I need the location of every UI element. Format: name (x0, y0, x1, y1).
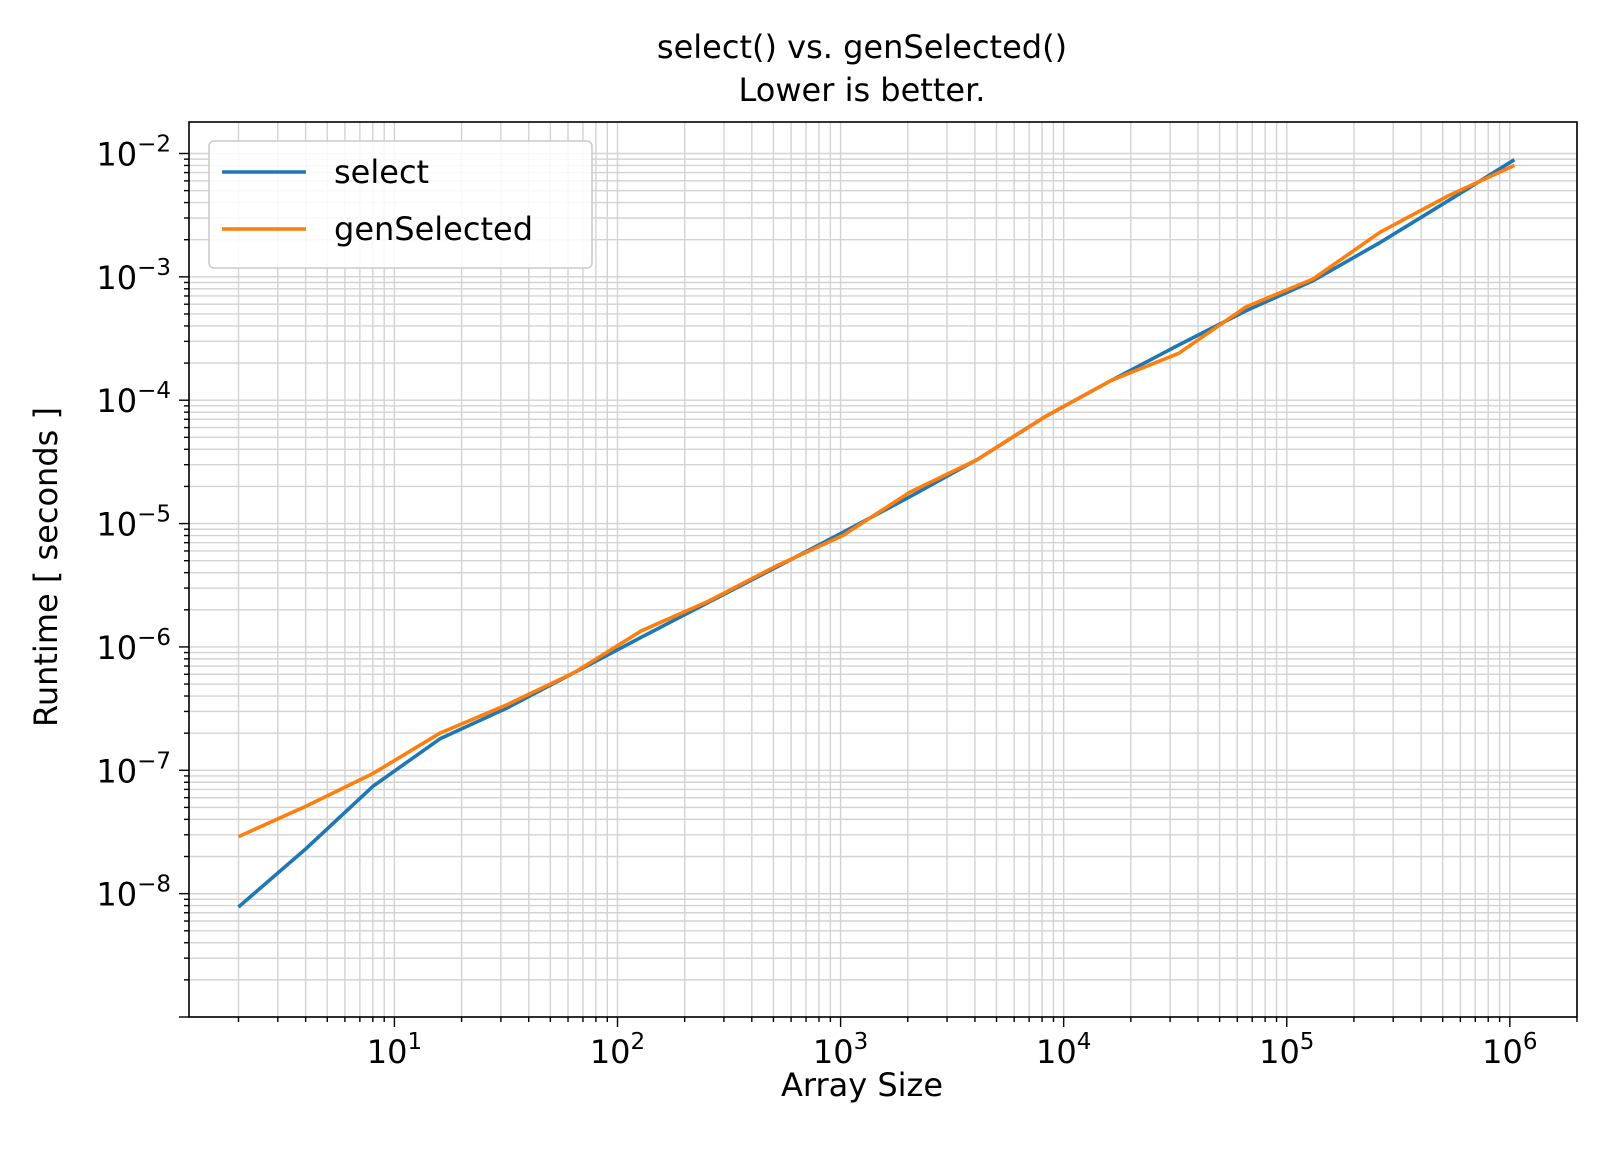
axis-ticks: 101 102 103 104 105 106 10−8 10−7 10−6 10−5 10−4 10… (96, 131, 1578, 1071)
y-tick-label: 10−7 (96, 748, 171, 790)
y-axis-label: Runtime [ seconds ] (27, 407, 65, 727)
y-tick-label: 10−6 (96, 625, 171, 667)
chart-title: select() vs. genSelected() (657, 28, 1067, 66)
x-tick-label: 105 (1259, 1029, 1314, 1071)
y-tick-label: 10−8 (96, 872, 171, 914)
x-tick-label: 106 (1482, 1029, 1537, 1071)
chart-subtitle: Lower is better. (739, 71, 986, 109)
series-line-genSelected (237, 163, 1516, 839)
x-tick-label: 101 (367, 1029, 422, 1071)
x-tick-label: 104 (1036, 1029, 1091, 1071)
legend: select genSelected (208, 140, 593, 269)
series-lines (237, 158, 1516, 909)
y-tick-label: 10−5 (96, 502, 171, 544)
legend-label-select: select (334, 153, 429, 191)
x-axis-label: Array Size (781, 1066, 943, 1104)
legend-label-genSelected: genSelected (334, 210, 533, 248)
y-tick-label: 10−4 (96, 378, 171, 420)
y-tick-label: 10−3 (96, 255, 171, 297)
x-tick-label: 103 (813, 1029, 868, 1071)
x-tick-label: 102 (590, 1029, 645, 1071)
y-tick-label: 10−2 (96, 131, 171, 173)
plot-frame (188, 121, 1578, 1018)
grid-lines (189, 122, 1578, 1018)
